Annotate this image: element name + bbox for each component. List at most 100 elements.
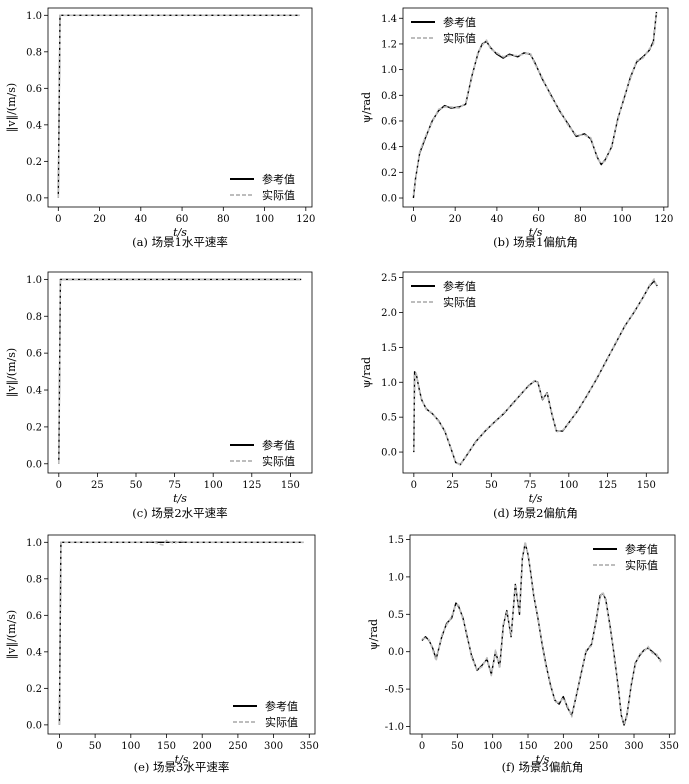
x-tick-label: 150	[281, 480, 300, 491]
x-tick-label: 0	[56, 480, 62, 491]
x-tick-label: 120	[296, 214, 315, 225]
x-tick-label: 25	[91, 480, 104, 491]
subfigure-caption: (e) 场景3水平速率	[134, 760, 230, 774]
subfigure-caption: (a) 场景1水平速率	[132, 235, 228, 249]
y-tick-label: 0.5	[381, 413, 397, 424]
x-tick-label: 120	[654, 214, 673, 225]
y-tick-label: 0.4	[26, 647, 42, 658]
y-axis-label: ‖v‖/(m/s)	[5, 348, 19, 397]
y-tick-label: 1.0	[388, 572, 404, 583]
y-tick-label: 0.0	[381, 194, 397, 205]
chart-b: 0 20 40 60 80 100 120 0.0 0.2 0.4 0.6 0.8 1.0 1.2 1.4 t…	[360, 7, 673, 249]
legend-label-reference: 参考值	[262, 438, 295, 452]
legend-label-actual: 实际值	[262, 454, 295, 468]
legend-label-reference: 参考值	[265, 699, 298, 713]
series-reference-line	[58, 278, 302, 464]
x-axis-label: t/s	[173, 492, 187, 505]
legend-label-reference: 参考值	[443, 279, 476, 293]
y-tick-label: 1.5	[388, 535, 404, 546]
y-tick-label: 0.6	[26, 611, 42, 622]
y-tick-label: 0.8	[381, 91, 397, 102]
legend-label-reference: 参考值	[262, 172, 295, 186]
y-tick-label: 0.6	[26, 84, 42, 95]
x-tick-label: 200	[193, 741, 212, 752]
subfigure-caption: (f) 场景3偏航角	[502, 760, 584, 774]
y-axis-label: ‖v‖/(m/s)	[5, 610, 19, 659]
x-tick-label: 0	[411, 480, 417, 491]
chart-a: 0 20 40 60 80 100 120 0.0 0.2 0.4 0.6 0.8 1.0 t/s ‖v‖/…	[5, 7, 315, 249]
subfigure-caption: (d) 场景2偏航角	[493, 506, 578, 520]
x-axis-label: t/s	[173, 226, 187, 239]
y-axis-label: ψ/rad	[367, 619, 380, 650]
x-tick-label: 250	[589, 741, 608, 752]
x-tick-label: 75	[168, 480, 181, 491]
x-tick-label: 300	[264, 741, 283, 752]
plot-frame	[402, 271, 669, 474]
chart-c: 0 25 50 75 100 125 150 0.0 0.2 0.4 0.6 0.8 1.0 t/s ‖v‖…	[5, 271, 313, 520]
x-tick-label: 125	[598, 480, 617, 491]
y-tick-label: 1.0	[26, 275, 42, 286]
legend-label-actual: 实际值	[262, 188, 295, 202]
x-tick-label: 150	[637, 480, 656, 491]
series-actual-line	[57, 14, 300, 198]
legend-label-reference: 参考值	[625, 542, 658, 556]
y-tick-label: 1.4	[381, 14, 397, 25]
y-tick-label: 0.8	[26, 574, 42, 585]
y-tick-label: 0.2	[26, 157, 42, 168]
y-tick-label: 0.2	[381, 168, 397, 179]
y-tick-label: 0.0	[381, 448, 397, 459]
x-tick-label: 250	[228, 741, 247, 752]
x-tick-label: 350	[660, 741, 679, 752]
y-axis-label: ψ/rad	[360, 357, 373, 388]
x-tick-label: 40	[491, 214, 504, 225]
legend-label-actual: 实际值	[443, 295, 476, 309]
x-tick-label: 60	[532, 214, 545, 225]
y-tick-label: 1.2	[381, 39, 397, 50]
x-axis-label: t/s	[536, 753, 550, 766]
chart-f: 0 50 100 150 200 250 300 350 -1.0 -0.5 0.0 0.5 1.0 1.…	[367, 534, 679, 774]
y-axis-label: ψ/rad	[360, 92, 373, 123]
legend-label-reference: 参考值	[443, 15, 476, 29]
y-tick-label: 0.2	[26, 684, 42, 695]
x-tick-label: 150	[518, 741, 537, 752]
x-tick-label: 0	[419, 741, 425, 752]
y-tick-label: 0.0	[26, 720, 42, 731]
x-tick-label: 40	[134, 214, 147, 225]
legend-label-actual: 实际值	[265, 715, 298, 729]
x-tick-label: 25	[446, 480, 459, 491]
x-tick-label: 50	[485, 480, 498, 491]
x-axis-label: t/s	[529, 226, 543, 239]
y-tick-label: 0.8	[26, 312, 42, 323]
x-tick-label: 20	[93, 214, 106, 225]
y-tick-label: 0.6	[26, 349, 42, 360]
y-tick-label: -0.5	[385, 685, 404, 696]
y-tick-label: 0.0	[388, 647, 404, 658]
x-tick-label: 100	[613, 214, 632, 225]
y-tick-label: 1.0	[381, 378, 397, 389]
y-tick-label: 1.0	[26, 11, 42, 22]
x-tick-label: 50	[451, 741, 464, 752]
x-axis-label: t/s	[529, 492, 543, 505]
y-tick-label: 0.0	[26, 459, 42, 470]
y-tick-label: -1.0	[385, 722, 404, 733]
y-tick-label: 1.0	[26, 538, 42, 549]
x-tick-label: 125	[242, 480, 261, 491]
x-tick-label: 50	[89, 741, 102, 752]
x-tick-label: 50	[130, 480, 143, 491]
y-tick-label: 2.5	[381, 273, 397, 284]
y-tick-label: 1.0	[381, 65, 397, 76]
plot-frame	[47, 271, 313, 474]
chart-d: 0 25 50 75 100 125 150 0.0 0.5 1.0 1.5 2.0 2.5 t/s ψ/r…	[360, 271, 669, 520]
y-tick-label: 0.2	[26, 422, 42, 433]
y-tick-label: 0.4	[26, 386, 42, 397]
series-actual-line	[421, 540, 662, 725]
x-tick-label: 75	[524, 480, 537, 491]
x-tick-label: 200	[554, 741, 573, 752]
x-tick-label: 100	[121, 741, 140, 752]
series-actual-line	[58, 278, 302, 464]
